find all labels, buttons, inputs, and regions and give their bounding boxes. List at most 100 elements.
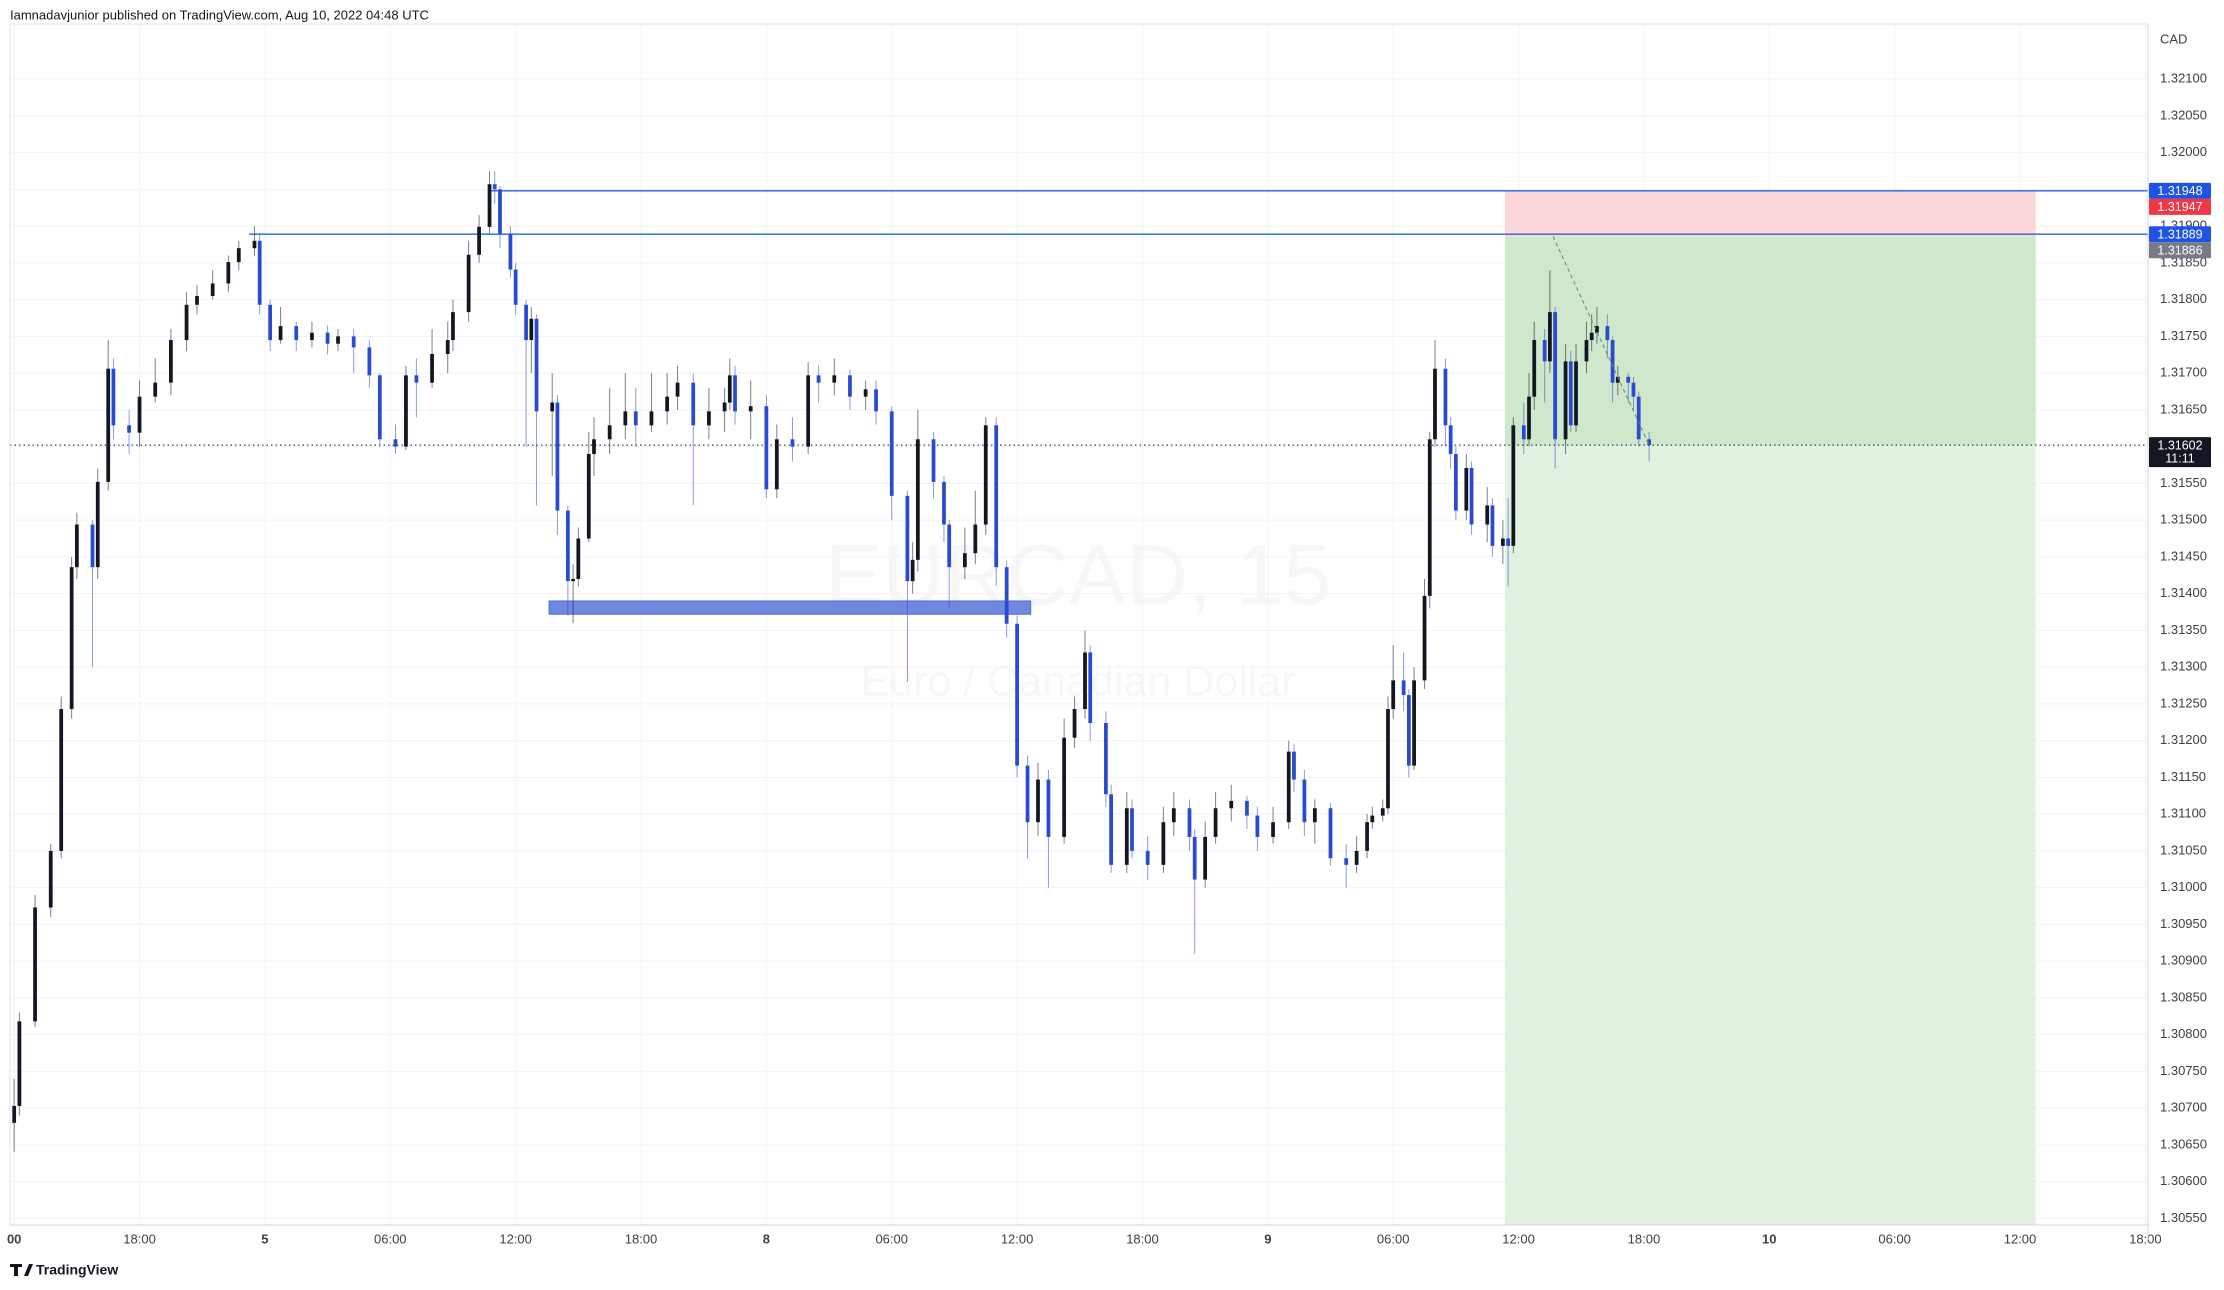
- candle-body: [404, 375, 408, 447]
- candle-body: [1584, 340, 1589, 362]
- candle-body: [1448, 425, 1453, 454]
- candle-body: [1605, 326, 1610, 341]
- price-label: 1.31886: [2157, 244, 2202, 258]
- y-tick-label: 1.31100: [2160, 806, 2206, 821]
- price-label-box: [2149, 242, 2211, 259]
- candle-body: [137, 396, 142, 433]
- price-label: 1.31948: [2157, 184, 2202, 198]
- candle-body: [59, 709, 64, 851]
- y-tick-label: 1.31200: [2160, 732, 2207, 747]
- candle-body: [210, 283, 215, 296]
- candle-body: [1589, 332, 1594, 341]
- candle-body: [1245, 800, 1249, 816]
- candle-body: [1548, 312, 1552, 362]
- currency-label: CAD: [2160, 31, 2187, 46]
- y-tick-label: 1.31300: [2160, 659, 2207, 674]
- x-tick-label: 12:00: [1502, 1231, 1535, 1246]
- x-tick-label: 18:00: [123, 1231, 156, 1246]
- candle-body: [1203, 836, 1208, 880]
- candle-body: [1046, 779, 1051, 837]
- candle-body: [1485, 505, 1490, 525]
- candle-body: [565, 510, 570, 582]
- candle-body: [1062, 737, 1066, 837]
- candle-body: [1511, 425, 1516, 546]
- candle-body: [1370, 815, 1375, 823]
- y-tick-label: 1.31650: [2160, 401, 2207, 416]
- x-tick-label: 06:00: [374, 1231, 407, 1246]
- x-tick-label: 12:00: [2004, 1231, 2037, 1246]
- logo: TradingView: [10, 1262, 118, 1278]
- candle-body: [1344, 858, 1349, 865]
- y-tick-label: 1.31000: [2160, 879, 2207, 894]
- candle-body: [1072, 709, 1077, 738]
- candle-body: [430, 354, 434, 383]
- x-tick-label: 12:00: [499, 1231, 532, 1246]
- candle-body: [1427, 439, 1432, 596]
- candle-body: [95, 481, 100, 568]
- candle-body: [351, 336, 356, 348]
- candle-body: [524, 304, 528, 341]
- candle-body: [1302, 779, 1307, 823]
- candle-body: [983, 425, 988, 525]
- candle-body: [623, 411, 628, 426]
- candle-body: [1401, 680, 1406, 696]
- candle-body: [1647, 439, 1652, 446]
- candle-body: [832, 375, 837, 383]
- y-tick-label: 1.31800: [2160, 291, 2207, 306]
- candle-body: [153, 382, 158, 397]
- candle-body: [722, 402, 727, 412]
- y-tick-label: 1.31150: [2160, 769, 2206, 784]
- price-label: 1.31889: [2157, 228, 2202, 242]
- candle-body: [1109, 794, 1114, 865]
- candle-body: [477, 226, 481, 255]
- x-tick-label: 06:00: [1878, 1231, 1911, 1246]
- candle-body: [1615, 376, 1620, 383]
- candle-body: [1469, 467, 1474, 525]
- y-tick-label: 1.32000: [2160, 144, 2207, 159]
- x-tick-label: 00: [7, 1231, 21, 1246]
- candle-body: [529, 318, 534, 341]
- candle-body: [550, 402, 555, 412]
- logo-text: TradingView: [36, 1262, 118, 1278]
- y-tick-label: 1.30600: [2160, 1173, 2207, 1188]
- y-tick-label: 1.30700: [2160, 1100, 2207, 1115]
- candle-body: [910, 559, 915, 582]
- candle-body: [1328, 808, 1333, 859]
- candle-body: [1610, 340, 1615, 383]
- candle-body: [127, 425, 131, 433]
- candle-body: [367, 347, 372, 376]
- y-tick-label: 1.30800: [2160, 1026, 2207, 1041]
- y-tick-label: 1.30850: [2160, 989, 2207, 1004]
- y-tick-label: 1.30550: [2160, 1210, 2207, 1225]
- y-tick-label: 1.32100: [2160, 71, 2207, 86]
- candle-body: [17, 1021, 22, 1106]
- candle-body: [226, 262, 231, 284]
- y-tick-label: 1.31500: [2160, 512, 2207, 527]
- y-tick-label: 1.31550: [2160, 475, 2207, 490]
- candle-body: [1171, 808, 1176, 823]
- candle-body: [1192, 836, 1197, 880]
- y-tick-label: 1.31450: [2160, 548, 2207, 563]
- support-zone: [548, 600, 1032, 615]
- candle-body: [106, 368, 111, 482]
- candle-body: [169, 340, 173, 383]
- candle-body: [1130, 808, 1134, 851]
- candle-body: [1527, 396, 1531, 440]
- candle-body: [863, 389, 868, 397]
- candle-body: [1626, 376, 1631, 383]
- candle-body: [586, 453, 591, 539]
- candle-body: [325, 332, 330, 344]
- candle-body: [1563, 361, 1568, 440]
- candle-body: [487, 184, 492, 227]
- candle-body: [1453, 453, 1458, 511]
- candle-body: [1088, 652, 1093, 723]
- candle-body: [790, 439, 795, 447]
- candle-body: [74, 524, 79, 568]
- candle-body: [733, 375, 737, 412]
- candle-body: [947, 524, 952, 568]
- candle-body: [492, 184, 497, 190]
- candle-body: [414, 375, 419, 383]
- candle-body: [1004, 567, 1009, 624]
- y-tick-label: 1.31250: [2160, 695, 2207, 710]
- candle-body: [1187, 808, 1192, 837]
